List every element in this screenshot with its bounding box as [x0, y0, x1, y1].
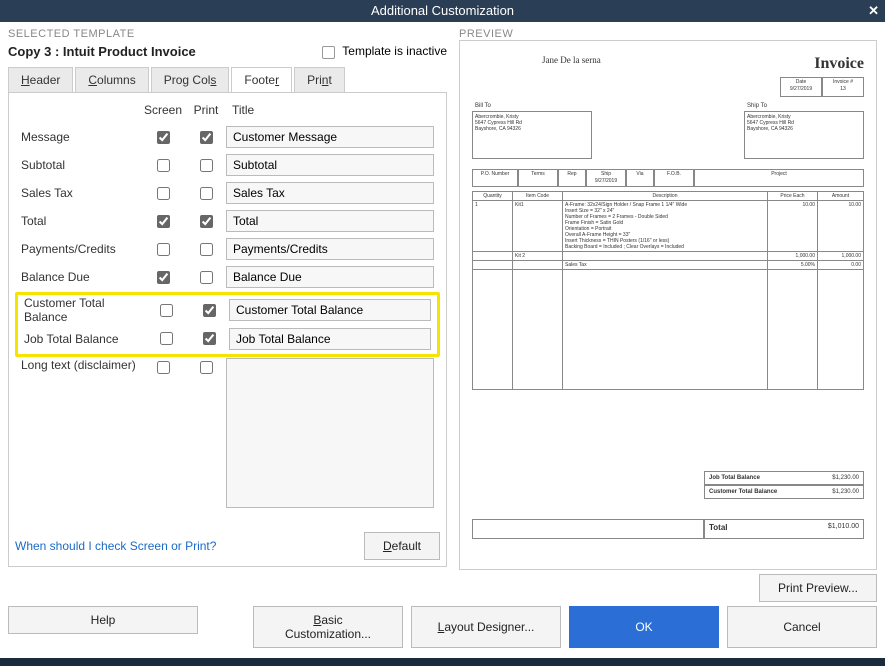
row-long_text: Long text (disclaimer) [15, 358, 440, 508]
tab-prog-cols[interactable]: Prog Cols [151, 67, 230, 92]
row-label-subtotal: Subtotal [15, 158, 140, 172]
screen-checkbox-sales_tax[interactable] [157, 187, 170, 200]
title-input-subtotal[interactable] [226, 154, 434, 176]
title-input-job_total_balance[interactable] [229, 328, 431, 350]
highlight-box: Customer Total Balance Job Total Balance [15, 292, 440, 357]
preview-po-row: P.O. Number Terms Rep Ship9/27/2019Via F… [472, 169, 864, 187]
row-subtotal: Subtotal [15, 151, 440, 179]
preview-ship-to: Ship To Abercrombie, Kristy5647 Cypress … [744, 111, 864, 159]
preview-footer-spacer [472, 519, 704, 539]
column-header-screen: Screen [140, 103, 186, 117]
row-sales_tax: Sales Tax [15, 179, 440, 207]
screen-checkbox-balance_due[interactable] [157, 271, 170, 284]
print-checkbox-balance_due[interactable] [200, 271, 213, 284]
row-customer_total_balance: Customer Total Balance [18, 296, 437, 325]
preview-job-total-balance: Job Total Balance $1,230.00 [704, 471, 864, 485]
preview-pane: Jane De la serna Invoice Date9/27/2019 I… [459, 40, 877, 570]
row-label-sales_tax: Sales Tax [15, 186, 140, 200]
selected-template-label: SELECTED TEMPLATE [8, 28, 447, 40]
screen-checkbox-customer_total_balance[interactable] [160, 304, 173, 317]
column-header-print: Print [186, 103, 226, 117]
tab-header[interactable]: Header [8, 67, 73, 92]
print-preview-button[interactable]: Print Preview... [759, 574, 877, 602]
title-input-message[interactable] [226, 126, 434, 148]
title-input-payments_credits[interactable] [226, 238, 434, 260]
print-checkbox-customer_total_balance[interactable] [203, 304, 216, 317]
print-checkbox-subtotal[interactable] [200, 159, 213, 172]
screen-checkbox-long_text[interactable] [157, 361, 170, 374]
default-button[interactable]: Default [364, 532, 440, 560]
preview-line-table: QuantityItem CodeDescriptionPrice EachAm… [472, 191, 864, 390]
basic-customization-button[interactable]: Basic Customization... [253, 606, 403, 648]
row-label-total: Total [15, 214, 140, 228]
row-payments_credits: Payments/Credits [15, 235, 440, 263]
ok-button[interactable]: OK [569, 606, 719, 648]
long-text-area[interactable] [226, 358, 434, 508]
screen-checkbox-job_total_balance[interactable] [160, 332, 173, 345]
print-checkbox-message[interactable] [200, 131, 213, 144]
row-label-long_text: Long text (disclaimer) [15, 358, 140, 372]
preview-grand-total: Total $1,010.00 [704, 519, 864, 539]
layout-designer-button[interactable]: Layout Designer... [411, 606, 561, 648]
preview-label: PREVIEW [459, 28, 877, 40]
row-balance_due: Balance Due [15, 263, 440, 291]
tab-footer[interactable]: Footer [231, 67, 292, 92]
screen-checkbox-message[interactable] [157, 131, 170, 144]
row-label-job_total_balance: Job Total Balance [18, 332, 143, 346]
tab-columns[interactable]: Columns [75, 67, 148, 92]
title-bar: Additional Customization ✕ [0, 0, 885, 22]
preview-bill-to: Bill To Abercrombie, Kristy5647 Cypress … [472, 111, 592, 159]
print-checkbox-payments_credits[interactable] [200, 243, 213, 256]
template-inactive-label: Template is inactive [342, 44, 447, 58]
help-button[interactable]: Help [8, 606, 198, 634]
print-checkbox-sales_tax[interactable] [200, 187, 213, 200]
preview-invno-header: Invoice #13 [822, 77, 864, 97]
screen-checkbox-subtotal[interactable] [157, 159, 170, 172]
template-inactive-checkbox[interactable] [322, 46, 335, 59]
print-checkbox-total[interactable] [200, 215, 213, 228]
row-label-customer_total_balance: Customer Total Balance [18, 296, 143, 325]
tab-print[interactable]: Print [294, 67, 345, 92]
tab-body: Screen Print Title Message Subtotal Sales … [8, 92, 447, 567]
screen-checkbox-total[interactable] [157, 215, 170, 228]
print-checkbox-job_total_balance[interactable] [203, 332, 216, 345]
preview-customer-total-balance: Customer Total Balance $1,230.00 [704, 485, 864, 499]
template-name: Copy 3 : Intuit Product Invoice [8, 44, 196, 59]
row-message: Message [15, 123, 440, 151]
row-label-balance_due: Balance Due [15, 270, 140, 284]
window-title: Additional Customization [371, 3, 514, 18]
row-job_total_balance: Job Total Balance [18, 325, 437, 353]
footer-strip [0, 658, 885, 666]
title-input-sales_tax[interactable] [226, 182, 434, 204]
preview-invoice-title: Invoice [780, 55, 864, 73]
row-label-message: Message [15, 130, 140, 144]
title-input-total[interactable] [226, 210, 434, 232]
row-label-payments_credits: Payments/Credits [15, 242, 140, 256]
row-total: Total [15, 207, 440, 235]
template-inactive-wrapper: Template is inactive [322, 44, 447, 58]
screen-print-help-link[interactable]: When should I check Screen or Print? [15, 539, 216, 553]
close-icon[interactable]: ✕ [868, 0, 879, 22]
preview-company: Jane De la serna [542, 55, 601, 65]
title-input-balance_due[interactable] [226, 266, 434, 288]
screen-checkbox-payments_credits[interactable] [157, 243, 170, 256]
column-header-title: Title [226, 103, 440, 117]
preview-date-header: Date9/27/2019 [780, 77, 822, 97]
cancel-button[interactable]: Cancel [727, 606, 877, 648]
title-input-customer_total_balance[interactable] [229, 299, 431, 321]
print-checkbox-long_text[interactable] [200, 361, 213, 374]
